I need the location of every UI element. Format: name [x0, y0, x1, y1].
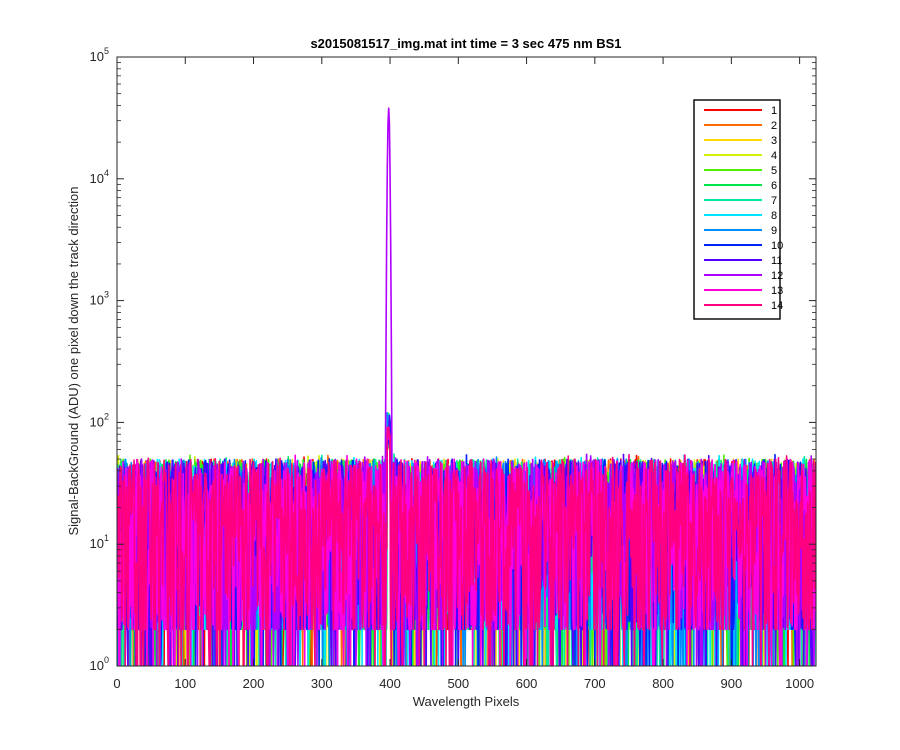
legend-label: 3: [771, 135, 777, 147]
x-tick-label: 500: [447, 676, 469, 691]
plot-frame: [116, 56, 817, 667]
y-tick-label: 105: [90, 46, 109, 64]
y-tick-label: 104: [90, 168, 109, 186]
y-tick-exponent: 3: [104, 290, 109, 300]
x-tick-label: 400: [379, 676, 401, 691]
y-tick-base: 10: [90, 49, 104, 64]
y-tick-exponent: 0: [104, 655, 109, 665]
legend-label: 13: [771, 285, 783, 297]
x-tick-label: 0: [113, 676, 120, 691]
x-tick-label: 800: [652, 676, 674, 691]
x-axis: 0 100 200 300 400 500 600 700 800 900 1000: [113, 57, 814, 691]
legend-label: 1: [771, 105, 777, 117]
series-14-line: [117, 426, 816, 666]
y-tick-exponent: 1: [104, 533, 109, 543]
y-tick-base: 10: [90, 536, 104, 551]
y-tick-exponent: 4: [104, 168, 109, 178]
legend-label: 6: [771, 180, 777, 192]
y-tick-base: 10: [90, 293, 104, 308]
y-tick-exponent: 2: [104, 411, 109, 421]
x-tick-label: 200: [243, 676, 265, 691]
x-tick-label: 600: [516, 676, 538, 691]
legend-label: 11: [771, 255, 782, 267]
legend-label: 4: [771, 150, 777, 162]
legend-label: 9: [771, 225, 777, 237]
x-tick-label: 100: [174, 676, 196, 691]
y-tick-label: 100: [90, 655, 109, 673]
y-tick-label: 102: [90, 411, 109, 429]
y-axis-title: Signal-BackGround (ADU) one pixel down t…: [66, 186, 81, 535]
y-tick-label: 103: [90, 290, 109, 308]
x-axis-title: Wavelength Pixels: [413, 694, 520, 709]
legend-label: 8: [771, 210, 777, 222]
y-tick-base: 10: [90, 171, 104, 186]
legend-label: 12: [771, 270, 783, 282]
y-tick-base: 10: [90, 414, 104, 429]
x-tick-label: 300: [311, 676, 333, 691]
legend-label: 7: [771, 195, 777, 207]
legend-box: [693, 99, 781, 320]
legend-label: 5: [771, 165, 777, 177]
x-tick-label: 700: [584, 676, 606, 691]
y-tick-exponent: 5: [104, 46, 109, 56]
series-layer: [117, 107, 816, 666]
legend-label: 10: [771, 240, 783, 252]
legend-label: 2: [771, 120, 777, 132]
y-tick-base: 10: [90, 658, 104, 673]
legend-label: 14: [771, 300, 783, 312]
x-tick-label: 900: [721, 676, 743, 691]
y-tick-label: 101: [90, 533, 109, 551]
x-tick-label: 1000: [785, 676, 814, 691]
series-13-line: [117, 426, 816, 666]
chart-title: s2015081517_img.mat int time = 3 sec 475…: [310, 36, 621, 51]
